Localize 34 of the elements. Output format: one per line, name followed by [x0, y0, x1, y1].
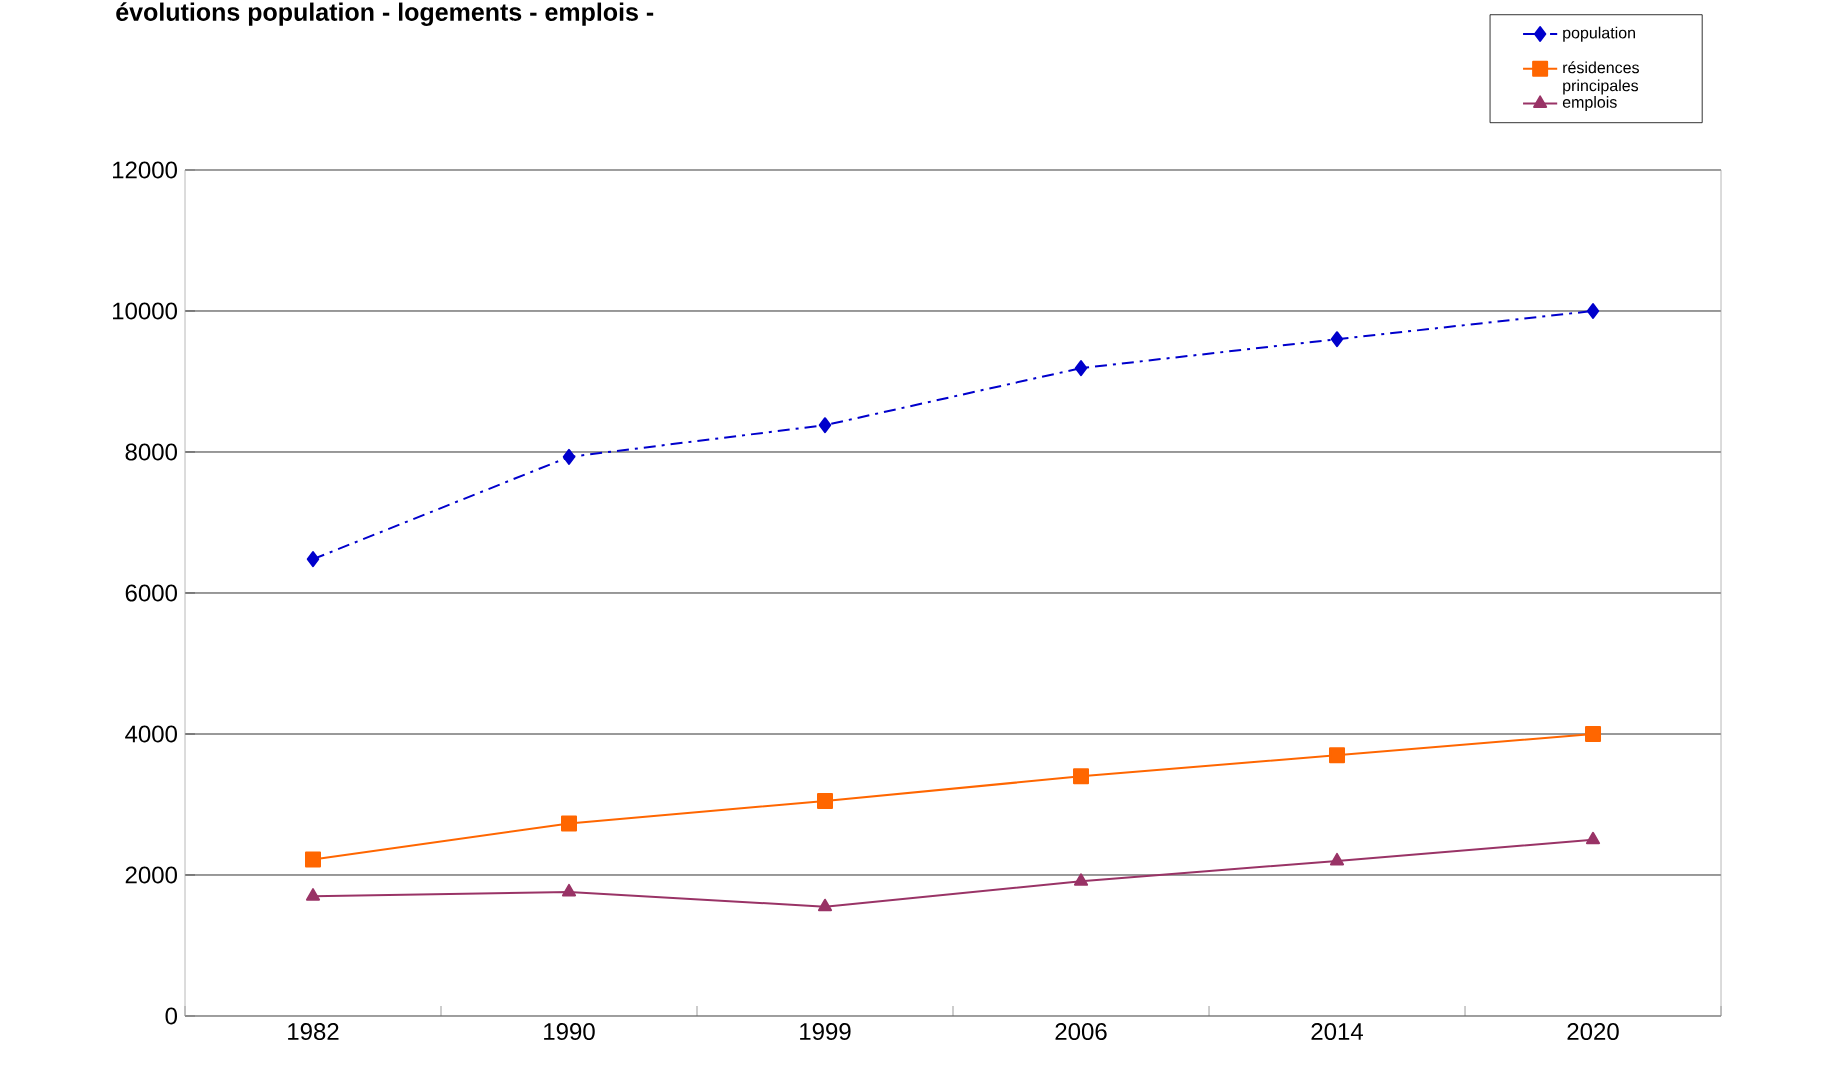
point — [1329, 852, 1345, 866]
point — [305, 851, 321, 868]
point — [305, 888, 321, 901]
point — [818, 417, 832, 434]
chart-title: évolutions population - logements - emplois - — [116, 2, 654, 26]
point — [1074, 360, 1088, 377]
x-tick-label: 2014 — [1311, 1023, 1363, 1041]
point — [817, 898, 833, 912]
y-tick-label: 10000 — [113, 302, 177, 320]
point — [562, 448, 576, 465]
point — [1330, 331, 1344, 348]
x-tick-label: 2020 — [1567, 1023, 1619, 1041]
point — [561, 815, 577, 832]
point — [1585, 831, 1601, 845]
x-tick-label: 1990 — [544, 1023, 595, 1041]
point — [1329, 747, 1346, 764]
y-tick-label: 6000 — [125, 584, 177, 602]
point — [306, 551, 320, 568]
x-tick-label: 1999 — [800, 1023, 851, 1041]
legend-label: population — [1563, 26, 1635, 42]
point — [561, 883, 577, 897]
y-tick-label: 0 — [165, 1007, 178, 1025]
point — [1073, 873, 1089, 886]
point — [1585, 726, 1602, 742]
y-tick-label: 8000 — [125, 443, 177, 461]
x-tick-label: 2006 — [1055, 1023, 1107, 1041]
y-tick-label: 12000 — [113, 161, 177, 179]
point — [1586, 303, 1600, 319]
legend-label: emplois — [1562, 96, 1617, 112]
y-tick-label: 2000 — [125, 866, 177, 884]
point — [817, 792, 834, 809]
point — [1073, 768, 1090, 785]
x-tick-label: 1982 — [288, 1023, 339, 1041]
y-tick-label: 4000 — [125, 725, 177, 743]
